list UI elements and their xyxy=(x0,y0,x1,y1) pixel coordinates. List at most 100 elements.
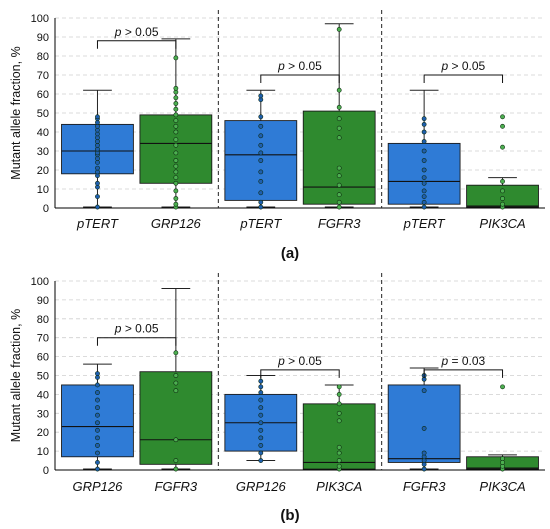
y-tick-label: 50 xyxy=(37,371,49,383)
y-tick-label: 90 xyxy=(37,295,49,307)
data-point xyxy=(336,418,342,424)
data-point xyxy=(173,142,179,148)
data-point xyxy=(336,192,342,198)
data-point xyxy=(421,188,427,194)
data-point xyxy=(95,412,100,418)
data-point xyxy=(258,458,264,463)
data-point xyxy=(173,106,179,112)
box-pik3ca xyxy=(302,384,376,472)
data-point xyxy=(258,405,264,411)
data-point xyxy=(173,137,179,142)
data-point xyxy=(500,144,505,150)
data-point xyxy=(173,373,179,378)
data-point xyxy=(258,435,264,441)
data-point xyxy=(336,87,342,93)
data-point xyxy=(173,466,179,472)
data-point xyxy=(258,178,264,184)
y-tick-label: 30 xyxy=(37,146,49,158)
data-point xyxy=(336,173,342,179)
data-point xyxy=(336,199,342,205)
box-ptert xyxy=(387,89,461,210)
category-label: pTERT xyxy=(239,216,282,231)
data-point xyxy=(173,150,179,156)
data-point xyxy=(258,412,264,418)
data-point xyxy=(336,391,342,397)
data-point xyxy=(421,199,427,205)
y-tick-label: 80 xyxy=(37,51,49,63)
y-tick-label: 60 xyxy=(37,89,49,101)
data-point xyxy=(95,466,100,472)
data-point xyxy=(95,443,100,448)
p-value-label: p > 0.05 xyxy=(114,25,159,39)
data-point xyxy=(421,122,427,127)
data-point xyxy=(95,435,100,441)
y-tick-label: 30 xyxy=(37,408,49,420)
data-point xyxy=(421,116,427,122)
data-point xyxy=(421,194,427,199)
category-label: GRP126 xyxy=(151,216,202,231)
y-tick-label: 50 xyxy=(37,108,49,120)
panel-2: 0 10 20 30 40 50 60 70 80 90 100 Mutant allele frac… xyxy=(9,273,545,524)
y-tick-label: 0 xyxy=(43,203,49,215)
data-point xyxy=(336,458,342,463)
data-point xyxy=(336,182,342,188)
data-point xyxy=(173,158,179,163)
data-point xyxy=(421,139,427,144)
data-point xyxy=(95,114,100,120)
data-point xyxy=(173,169,179,175)
data-point xyxy=(258,114,264,120)
data-point xyxy=(173,458,179,463)
data-point xyxy=(421,388,427,394)
data-point xyxy=(500,114,505,120)
data-point xyxy=(258,450,264,456)
category-label: GRP126 xyxy=(73,479,124,494)
data-point xyxy=(95,405,100,411)
data-point xyxy=(173,101,179,106)
data-point xyxy=(258,443,264,448)
data-point xyxy=(500,456,505,462)
category-label: pTERT xyxy=(403,216,446,231)
data-point xyxy=(258,378,264,384)
data-point xyxy=(95,390,100,395)
data-point xyxy=(421,180,427,186)
data-point xyxy=(173,388,179,394)
panel-1: 0 10 20 30 40 50 60 70 80 90 100 Mutant allele frac… xyxy=(9,10,545,262)
comparison-bracket xyxy=(423,369,504,378)
y-tick-label: 20 xyxy=(37,427,49,439)
panel-label: (a) xyxy=(281,245,299,262)
data-point xyxy=(95,450,100,456)
data-point xyxy=(173,180,179,186)
data-point xyxy=(421,204,427,210)
box-ptert xyxy=(224,89,298,210)
p-value-label: p > 0.05 xyxy=(277,354,322,368)
box-fgfr3 xyxy=(302,23,376,210)
data-point xyxy=(173,95,179,101)
data-point xyxy=(258,142,264,148)
y-tick-label: 10 xyxy=(37,184,49,196)
data-point xyxy=(336,384,342,390)
category-label: pTERT xyxy=(76,216,119,231)
box-fgfr3 xyxy=(139,288,213,472)
data-point xyxy=(258,427,264,433)
data-point xyxy=(173,85,179,91)
y-axis-label: Mutant allele fraction, % xyxy=(9,309,23,442)
data-point xyxy=(500,196,505,201)
data-point xyxy=(173,437,179,443)
data-point xyxy=(95,420,100,426)
y-tick-label: 10 xyxy=(37,446,49,458)
data-point xyxy=(421,466,427,472)
data-point xyxy=(173,350,179,356)
data-point xyxy=(95,397,100,403)
data-point xyxy=(500,188,505,194)
data-point xyxy=(95,204,100,210)
comparison-bracket xyxy=(96,337,177,346)
data-point xyxy=(173,380,179,386)
data-point xyxy=(258,158,264,163)
data-point xyxy=(500,384,505,390)
data-point xyxy=(173,163,179,169)
data-point xyxy=(336,450,342,456)
data-point xyxy=(258,150,264,156)
y-axis-label: Mutant allele fraction, % xyxy=(9,46,23,179)
box-body xyxy=(302,110,376,205)
